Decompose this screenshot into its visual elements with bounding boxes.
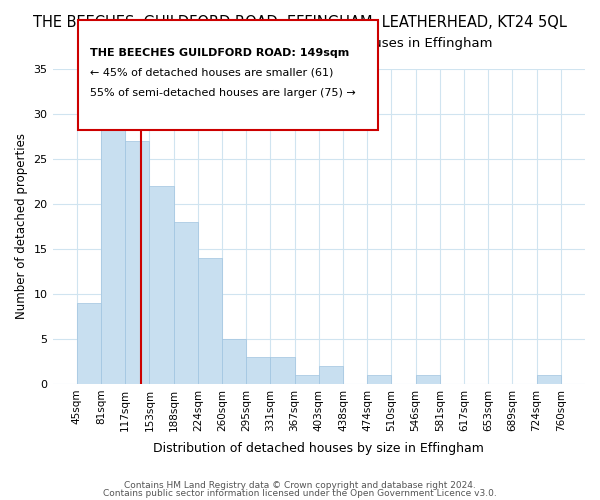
Bar [149, 186, 173, 384]
Text: Size of property relative to detached houses in Effingham: Size of property relative to detached ho… [107, 38, 493, 51]
Bar [222, 339, 246, 384]
Bar [125, 141, 149, 384]
Bar [271, 357, 295, 384]
Bar [295, 375, 319, 384]
Text: THE BEECHES, GUILDFORD ROAD, EFFINGHAM, LEATHERHEAD, KT24 5QL: THE BEECHES, GUILDFORD ROAD, EFFINGHAM, … [33, 15, 567, 30]
Bar [416, 375, 440, 384]
Bar [536, 375, 561, 384]
Text: Contains public sector information licensed under the Open Government Licence v3: Contains public sector information licen… [103, 488, 497, 498]
Bar [173, 222, 198, 384]
Bar [198, 258, 222, 384]
Text: ← 45% of detached houses are smaller (61): ← 45% of detached houses are smaller (61… [90, 68, 334, 78]
Text: 55% of semi-detached houses are larger (75) →: 55% of semi-detached houses are larger (… [90, 88, 356, 98]
Bar [367, 375, 391, 384]
Y-axis label: Number of detached properties: Number of detached properties [15, 134, 28, 320]
Text: Contains HM Land Registry data © Crown copyright and database right 2024.: Contains HM Land Registry data © Crown c… [124, 481, 476, 490]
Bar [77, 303, 101, 384]
Bar [246, 357, 271, 384]
Text: THE BEECHES GUILDFORD ROAD: 149sqm: THE BEECHES GUILDFORD ROAD: 149sqm [90, 48, 349, 58]
Bar [319, 366, 343, 384]
Bar [101, 123, 125, 384]
X-axis label: Distribution of detached houses by size in Effingham: Distribution of detached houses by size … [154, 442, 484, 455]
